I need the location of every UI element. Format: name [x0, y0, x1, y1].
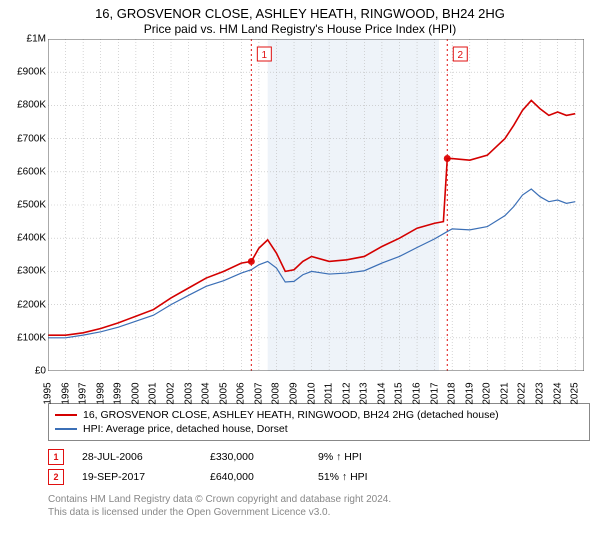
y-tick-label: £500K — [10, 200, 46, 211]
x-tick-label: 2001 — [148, 382, 159, 404]
x-tick-label: 2000 — [130, 382, 141, 404]
x-tick-label: 1997 — [78, 382, 89, 404]
y-tick-label: £700K — [10, 133, 46, 144]
x-tick-label: 1999 — [113, 382, 124, 404]
x-tick-label: 2016 — [412, 382, 423, 404]
legend: 16, GROSVENOR CLOSE, ASHLEY HEATH, RINGW… — [48, 403, 590, 441]
y-tick-label: £400K — [10, 233, 46, 244]
sale-badge: 1 — [48, 449, 64, 465]
shade-band — [268, 39, 439, 371]
chart-plot: 12 — [48, 39, 584, 371]
y-tick-label: £600K — [10, 166, 46, 177]
legend-label: 16, GROSVENOR CLOSE, ASHLEY HEATH, RINGW… — [83, 409, 499, 421]
sale-marker-badge-label: 1 — [262, 50, 268, 61]
x-tick-label: 2003 — [183, 382, 194, 404]
sale-delta: 9% ↑ HPI — [318, 451, 362, 463]
x-tick-label: 2025 — [570, 382, 581, 404]
x-tick-label: 2005 — [218, 382, 229, 404]
sale-badge: 2 — [48, 469, 64, 485]
sales-table: 1 28-JUL-2006 £330,000 9% ↑ HPI 2 19-SEP-2017… — [48, 447, 590, 487]
x-tick-label: 2004 — [201, 382, 212, 404]
sale-row: 2 19-SEP-2017 £640,000 51% ↑ HPI — [48, 467, 590, 487]
legend-swatch — [55, 428, 77, 430]
x-tick-label: 2022 — [517, 382, 528, 404]
x-tick-label: 1995 — [43, 382, 54, 404]
x-tick-label: 1998 — [95, 382, 106, 404]
x-tick-label: 2018 — [447, 382, 458, 404]
y-tick-label: £0 — [10, 366, 46, 377]
x-tick-label: 2017 — [429, 382, 440, 404]
x-tick-label: 2020 — [482, 382, 493, 404]
legend-item: 16, GROSVENOR CLOSE, ASHLEY HEATH, RINGW… — [55, 408, 583, 422]
page-subtitle: Price paid vs. HM Land Registry's House … — [10, 22, 590, 37]
x-tick-label: 1996 — [60, 382, 71, 404]
y-tick-label: £200K — [10, 299, 46, 310]
sale-date: 28-JUL-2006 — [82, 451, 192, 463]
x-tick-label: 2006 — [236, 382, 247, 404]
x-tick-label: 2010 — [306, 382, 317, 404]
y-tick-label: £800K — [10, 100, 46, 111]
sale-price: £330,000 — [210, 451, 300, 463]
legend-swatch — [55, 414, 77, 416]
x-tick-label: 2021 — [499, 382, 510, 404]
credit: Contains HM Land Registry data © Crown c… — [48, 493, 590, 519]
legend-label: HPI: Average price, detached house, Dors… — [83, 423, 288, 435]
sale-delta: 51% ↑ HPI — [318, 471, 368, 483]
sale-date: 19-SEP-2017 — [82, 471, 192, 483]
page-title: 16, GROSVENOR CLOSE, ASHLEY HEATH, RINGW… — [10, 6, 590, 22]
x-tick-label: 2002 — [166, 382, 177, 404]
x-tick-label: 2024 — [552, 382, 563, 404]
x-tick-label: 2007 — [253, 382, 264, 404]
x-tick-label: 2014 — [376, 382, 387, 404]
y-tick-label: £900K — [10, 67, 46, 78]
y-tick-label: £100K — [10, 332, 46, 343]
y-tick-label: £1M — [10, 34, 46, 45]
x-tick-label: 2009 — [289, 382, 300, 404]
x-tick-label: 2023 — [535, 382, 546, 404]
y-tick-label: £300K — [10, 266, 46, 277]
x-tick-label: 2019 — [464, 382, 475, 404]
x-tick-label: 2015 — [394, 382, 405, 404]
chart: 12 £0£100K£200K£300K£400K£500K£600K£700K… — [48, 39, 584, 371]
sale-marker-badge-label: 2 — [457, 50, 463, 61]
legend-item: HPI: Average price, detached house, Dors… — [55, 422, 583, 436]
x-tick-label: 2013 — [359, 382, 370, 404]
x-tick-label: 2008 — [271, 382, 282, 404]
sale-price: £640,000 — [210, 471, 300, 483]
x-tick-label: 2012 — [341, 382, 352, 404]
sale-row: 1 28-JUL-2006 £330,000 9% ↑ HPI — [48, 447, 590, 467]
credit-line: Contains HM Land Registry data © Crown c… — [48, 493, 590, 506]
x-tick-label: 2011 — [324, 383, 335, 405]
credit-line: This data is licensed under the Open Gov… — [48, 506, 590, 519]
